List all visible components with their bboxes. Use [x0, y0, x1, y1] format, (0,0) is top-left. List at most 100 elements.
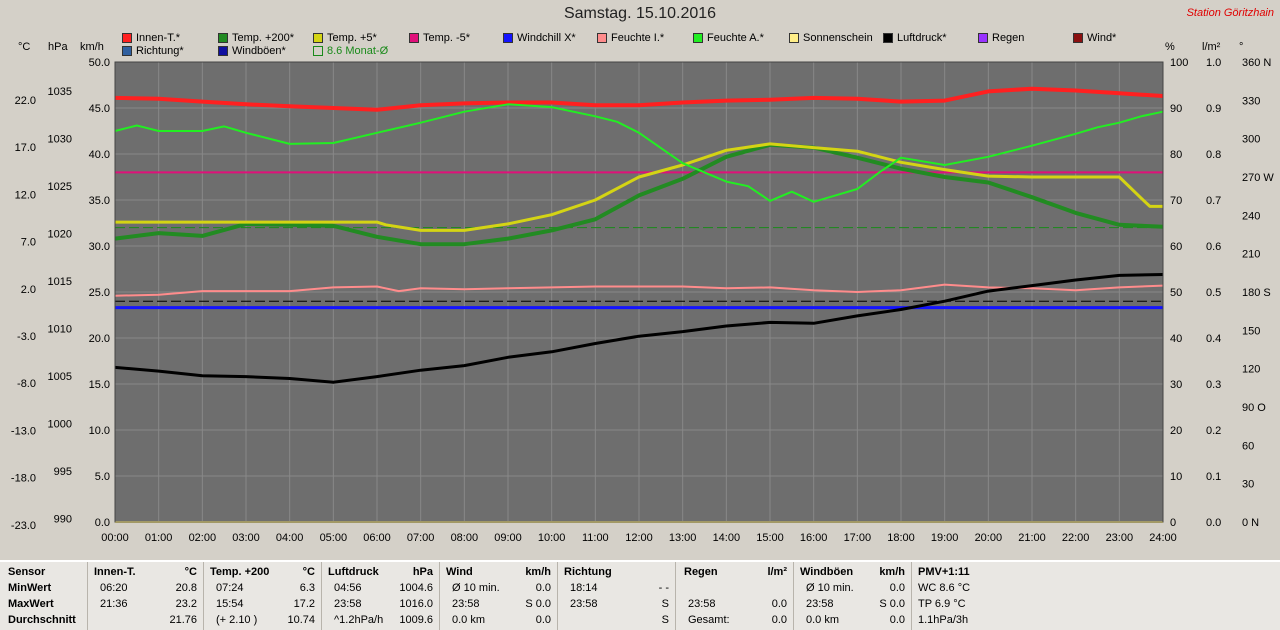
y-tick-celsius: 17.0 — [15, 142, 36, 154]
legend-item: Windchill X* — [503, 32, 576, 44]
stats-cell-value: 1004.6 — [399, 582, 433, 594]
x-tick-label: 08:00 — [451, 532, 479, 544]
stats-cell-time: 07:24 — [216, 582, 244, 594]
stats-cell-value: WC 8.6 °C — [918, 582, 971, 594]
stats-cell-value: S 0.0 — [879, 598, 905, 610]
stats-cell-value: 21.76 — [169, 614, 197, 626]
statistics-table: Sensor MinWert MaxWert Durchschnitt Inne… — [0, 560, 1280, 630]
y-tick-kmh: 40.0 — [89, 149, 110, 161]
x-tick-label: 24:00 — [1149, 532, 1177, 544]
stats-unit: km/h — [525, 566, 551, 578]
unit-rain: l/m² — [1202, 41, 1221, 53]
y-tick-kmh: 5.0 — [95, 471, 110, 483]
stats-header: Temp. +200 — [210, 566, 270, 578]
y-tick-direction: 90 O — [1242, 402, 1266, 414]
stats-cell-time: 21:36 — [100, 598, 128, 610]
stats-row-max: MaxWert — [8, 598, 54, 610]
y-tick-celsius: 2.0 — [21, 284, 36, 296]
y-tick-direction: 0 N — [1242, 517, 1259, 529]
stats-cell-value: S — [661, 598, 669, 610]
axis-ticks: 00:00 01:00 02:00 03:00 04:00 05:00 06:00 07:00… — [11, 57, 1274, 544]
y-tick-hpa: 995 — [54, 466, 72, 478]
stats-header: Regen — [684, 566, 718, 578]
legend-label: 8.6 Monat-Ø — [327, 45, 389, 57]
x-tick-label: 11:00 — [582, 532, 609, 544]
stats-cell-value: 1009.6 — [399, 614, 433, 626]
y-tick-kmh: 45.0 — [89, 103, 110, 115]
legend-swatch — [122, 46, 132, 56]
legend-label: Temp. +5* — [327, 32, 377, 44]
stats-col-regen: Regen l/m² 23:58 0.0 Gesamt: 0.0 — [676, 562, 794, 630]
y-tick-celsius: 22.0 — [15, 95, 36, 107]
stats-header: Innen-T. — [94, 566, 136, 578]
y-tick-rain: 0.5 — [1206, 287, 1221, 299]
legend-item: Luftdruck* — [883, 32, 947, 44]
x-tick-label: 14:00 — [713, 532, 741, 544]
x-tick-label: 16:00 — [800, 532, 828, 544]
stats-col-sensor: Sensor MinWert MaxWert Durchschnitt — [0, 562, 88, 630]
x-tick-label: 12:00 — [625, 532, 653, 544]
stats-unit: l/m² — [767, 566, 787, 578]
x-tick-label: 22:00 — [1062, 532, 1090, 544]
stats-cell-time: 0.0 km — [806, 614, 840, 626]
series-line — [115, 142, 1163, 232]
x-tick-label: 15:00 — [756, 532, 784, 544]
y-tick-kmh: 10.0 — [89, 425, 110, 437]
stats-cell-time: 04:56 — [334, 582, 362, 594]
x-tick-label: 01:00 — [145, 532, 173, 544]
legend-swatch — [218, 33, 228, 43]
stats-cell-time: 18:14 — [570, 582, 598, 594]
stats-cell-value: 0.0 — [889, 582, 905, 594]
legend-label: Feuchte I.* — [611, 32, 665, 44]
y-tick-percent: 60 — [1170, 241, 1182, 253]
legend-item: Temp. +5* — [313, 32, 377, 44]
stats-unit: hPa — [412, 566, 433, 578]
stats-cell-value: 6.3 — [299, 582, 315, 594]
stats-cell-value: 1016.0 — [399, 598, 433, 610]
stats-cell-value: TP 6.9 °C — [918, 598, 966, 610]
x-tick-label: 07:00 — [407, 532, 435, 544]
stats-row-avg: Durchschnitt — [8, 614, 76, 626]
stats-header: Windböen — [800, 566, 854, 578]
x-tick-label: 03:00 — [232, 532, 260, 544]
stats-col-windboen: Windböen km/h Ø 10 min. 0.0 23:58 S 0.0 0.0 km… — [794, 562, 912, 630]
x-tick-label: 23:00 — [1106, 532, 1134, 544]
x-tick-label: 10:00 — [538, 532, 566, 544]
stats-col-temp200: Temp. +200 °C 07:24 6.3 15:54 17.2 (+ 2.10 ) 10… — [204, 562, 322, 630]
legend-label: Richtung* — [136, 45, 184, 57]
stats-cell-value: 0.0 — [889, 614, 905, 626]
legend-swatch — [693, 33, 703, 43]
y-tick-direction: 330 — [1242, 95, 1260, 107]
legend-item: 8.6 Monat-Ø — [313, 45, 388, 57]
reference-lines — [115, 171, 1163, 302]
stats-row-min: MinWert — [8, 582, 52, 594]
stats-cell-value: 1.1hPa/3h — [918, 614, 969, 626]
legend-swatch — [1073, 33, 1083, 43]
y-tick-kmh: 30.0 — [89, 241, 110, 253]
unit-hpa: hPa — [48, 41, 68, 53]
y-tick-kmh: 15.0 — [89, 379, 110, 391]
stats-cell-time: Ø 10 min. — [452, 582, 500, 594]
y-tick-hpa: 1015 — [48, 276, 72, 288]
unit-percent: % — [1165, 41, 1175, 53]
legend-item: Temp. -5* — [409, 32, 470, 44]
legend-item: Richtung* — [122, 45, 184, 57]
x-tick-label: 02:00 — [189, 532, 217, 544]
y-tick-hpa: 990 — [54, 514, 72, 526]
y-tick-rain: 0.4 — [1206, 333, 1221, 345]
legend-label: Windböen* — [232, 45, 286, 57]
legend-swatch — [122, 33, 132, 43]
y-tick-celsius: -3.0 — [17, 331, 36, 343]
legend-swatch — [978, 33, 988, 43]
y-tick-percent: 50 — [1170, 287, 1182, 299]
stats-cell-time: 23:58 — [570, 598, 598, 610]
stats-cell-time: 23:58 — [806, 598, 834, 610]
unit-celsius: °C — [18, 41, 31, 53]
stats-cell-value: S 0.0 — [525, 598, 551, 610]
legend-label: Innen-T.* — [136, 32, 181, 44]
stats-cell-value: 17.2 — [293, 598, 315, 610]
y-tick-rain: 0.7 — [1206, 195, 1221, 207]
y-tick-kmh: 50.0 — [89, 57, 110, 69]
x-tick-label: 19:00 — [931, 532, 959, 544]
legend-swatch — [789, 33, 799, 43]
